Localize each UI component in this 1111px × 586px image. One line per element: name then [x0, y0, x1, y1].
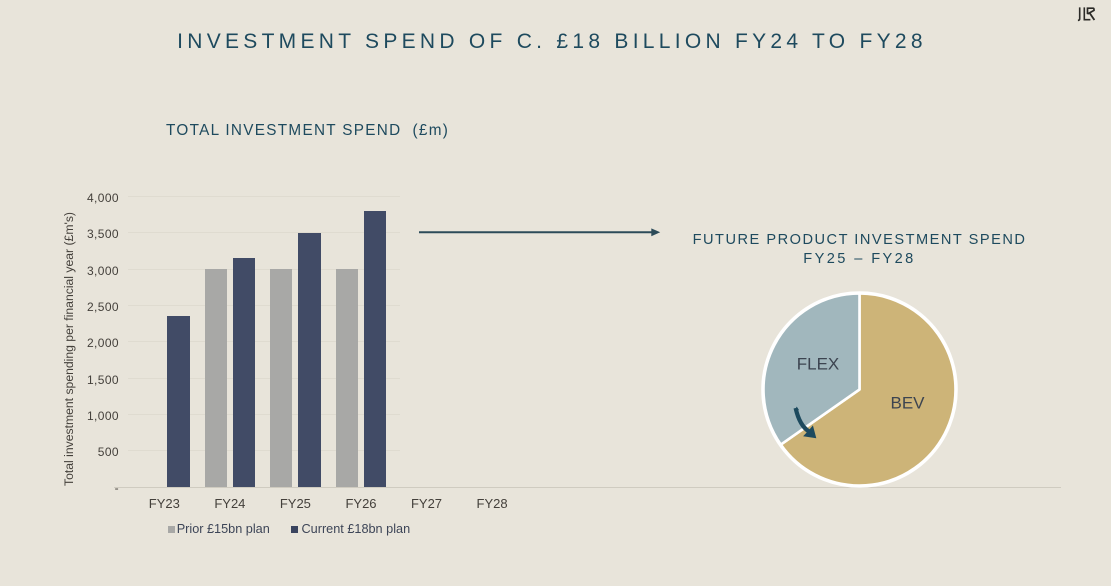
svg-text:FLEX: FLEX: [797, 355, 840, 374]
svg-text:BEV: BEV: [890, 394, 925, 413]
